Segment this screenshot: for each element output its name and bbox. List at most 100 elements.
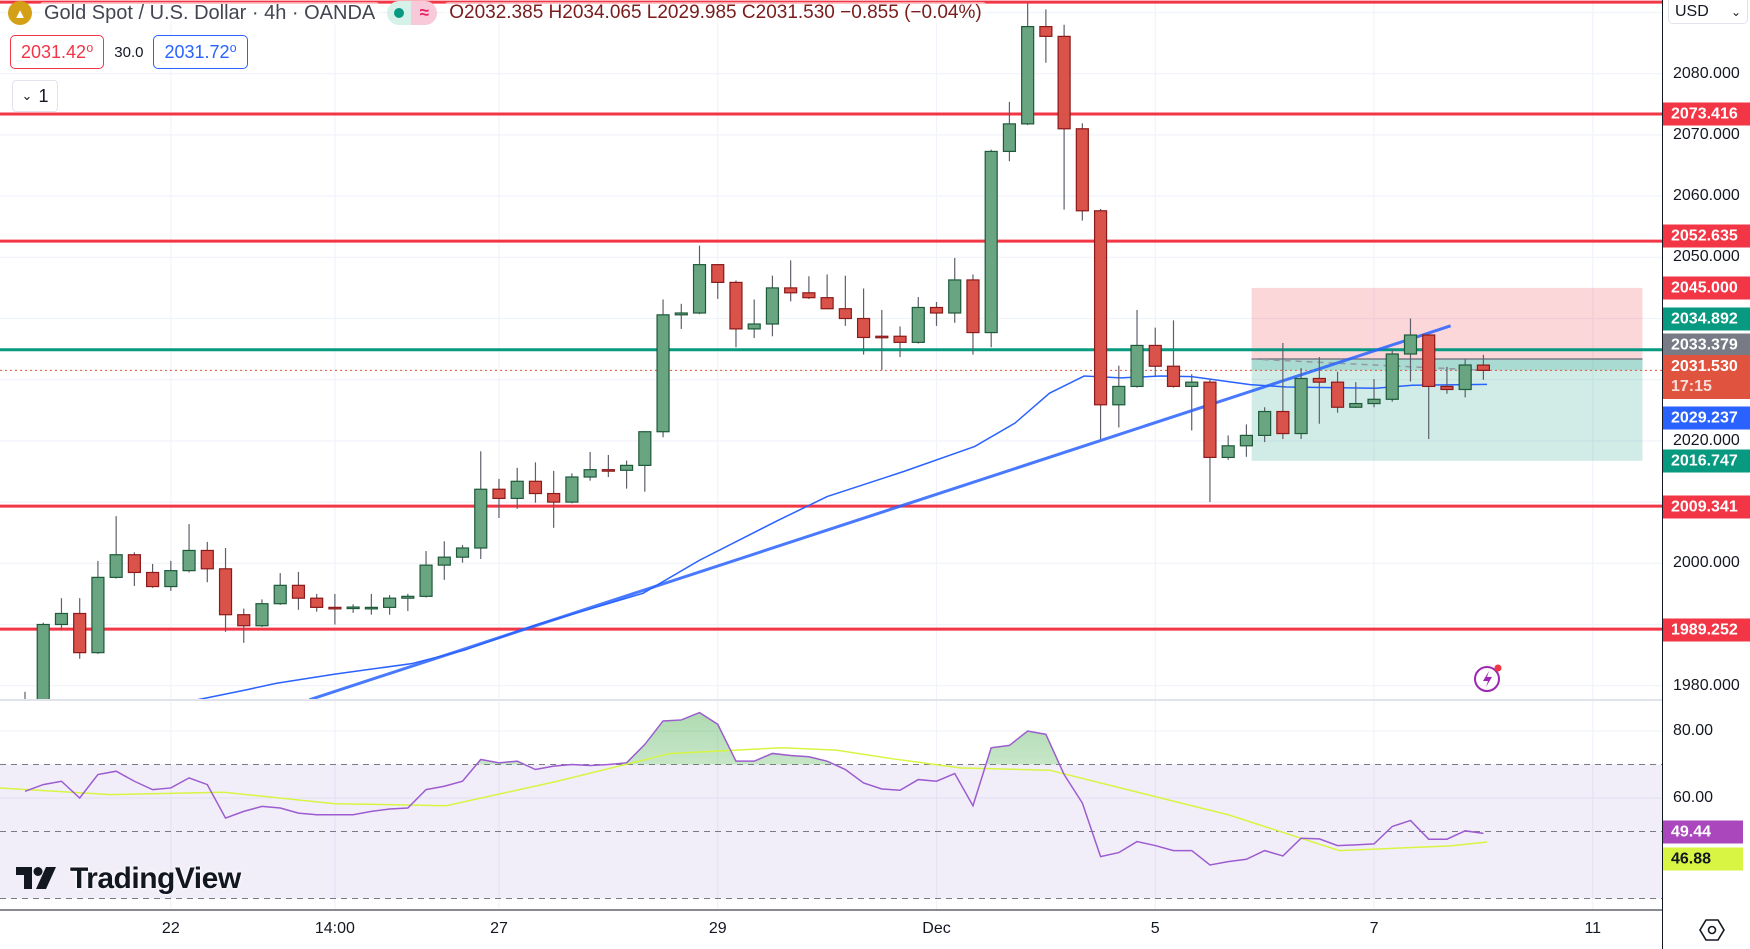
candle-body [856, 317, 871, 339]
price-tick: 2000.000 [1673, 554, 1740, 572]
status-badge[interactable]: ≈ [387, 1, 438, 25]
price-label: 2052.635 [1663, 224, 1750, 248]
candle-body [528, 480, 543, 495]
candle-up [984, 149, 998, 348]
candle-body [310, 597, 324, 608]
candle-down [73, 598, 87, 659]
candle-body [237, 614, 251, 627]
candle-up [656, 299, 670, 438]
candle-body [328, 606, 342, 610]
rsi-tick: 80.00 [1673, 722, 1714, 739]
buy-button[interactable]: 2031.72⁰ [153, 35, 248, 69]
candle-up [419, 551, 433, 598]
candle-body [1312, 377, 1326, 383]
candle-down [729, 280, 743, 348]
candle-body [273, 584, 287, 605]
candle-up [1294, 368, 1308, 440]
rsi-tick: 60.00 [1673, 789, 1714, 806]
candle-body [1221, 445, 1235, 459]
candle-body [419, 564, 433, 597]
price-pane [0, 0, 1662, 700]
candle-down [218, 548, 233, 632]
position-path-line [1251, 358, 1484, 372]
price-label-value: 2031.530 [1671, 358, 1738, 375]
candle-body [692, 264, 707, 314]
candle-up [1258, 407, 1272, 443]
candle-body [875, 335, 889, 339]
time-tick: 7 [1369, 920, 1379, 937]
candle-up [1130, 309, 1144, 388]
candle-up [1403, 318, 1418, 382]
indicators-collapse-button[interactable]: ⌄ 1 [12, 80, 58, 112]
candle-down [1166, 320, 1181, 388]
rsi-ma-line [0, 746, 1488, 852]
price-label: 2029.237 [1663, 406, 1750, 430]
candle-up [383, 595, 397, 615]
candle-down [328, 593, 342, 625]
candle-body [1148, 344, 1162, 367]
currency-label: USD [1675, 2, 1709, 20]
sell-button[interactable]: 2031.42⁰ [10, 35, 105, 69]
candle-up [1185, 374, 1199, 431]
tradingview-logo[interactable]: TradingView [16, 862, 241, 896]
candle-body [802, 292, 816, 299]
lightning-icon[interactable] [1473, 663, 1503, 693]
candle-body [1185, 381, 1199, 388]
candle-up [1349, 382, 1363, 408]
chart-canvas[interactable] [0, 0, 1662, 949]
candle-body [1330, 381, 1345, 408]
candle-body [929, 306, 944, 314]
candle-down [237, 608, 251, 643]
market-open-dot-icon [387, 1, 412, 25]
candle-body [656, 314, 670, 433]
price-tick: 2020.000 [1673, 431, 1740, 449]
candle-body [984, 150, 998, 334]
rsi-line[interactable] [24, 711, 1484, 866]
candle-body [54, 612, 69, 626]
symbol-legend: ▲ Gold Spot / U.S. Dollar · 4h · OANDA ≈… [8, 0, 986, 26]
candle-body [1276, 410, 1290, 435]
candle-up [565, 473, 579, 504]
price-label-value: 2016.747 [1671, 452, 1738, 469]
candle-body [91, 576, 105, 654]
rsi-label: 46.88 [1663, 847, 1743, 871]
candle-up [24, 691, 26, 700]
candle-body [1002, 123, 1017, 153]
candle-body [1021, 25, 1035, 125]
price-tick: 1980.000 [1673, 676, 1740, 694]
open-value: O2032.385 [449, 2, 544, 23]
candle-body [1112, 385, 1126, 406]
currency-dropdown[interactable]: USD ⌄ [1668, 0, 1748, 24]
candle-up [255, 599, 269, 627]
candle-up [54, 598, 69, 631]
price-label-value: 2073.416 [1671, 105, 1738, 122]
candle-down [1203, 378, 1217, 503]
position-stop-zone[interactable] [1251, 287, 1643, 360]
candle-body [383, 597, 397, 608]
candle-up [1458, 358, 1472, 398]
symbol-title[interactable]: Gold Spot / U.S. Dollar · 4h · OANDA [40, 1, 380, 25]
low-value: L2029.985 [646, 2, 737, 23]
trade-buttons: 2031.42⁰ 30.0 2031.72⁰ [10, 35, 248, 69]
candle-body [510, 480, 524, 500]
candle-body [893, 335, 907, 343]
candle-up [747, 299, 761, 339]
candle-body [729, 281, 743, 330]
candle-up [36, 622, 50, 700]
candle-up [164, 560, 178, 591]
trendline[interactable] [308, 324, 1452, 700]
tradingview-logo-icon [16, 867, 56, 889]
candle-up [1221, 435, 1235, 460]
candle-down [838, 275, 852, 326]
candle-body [1385, 353, 1399, 400]
rsi-label: 49.44 [1663, 820, 1743, 844]
candle-body [1458, 364, 1472, 391]
candle-down [1057, 24, 1071, 210]
eye-settings-icon[interactable] [1699, 918, 1725, 942]
candle-down [966, 274, 980, 355]
candle-body [1239, 434, 1254, 447]
candle-up [346, 604, 360, 613]
candle-down [711, 264, 725, 299]
price-tick: 2060.000 [1673, 187, 1740, 205]
price-axis[interactable] [1662, 0, 1750, 949]
